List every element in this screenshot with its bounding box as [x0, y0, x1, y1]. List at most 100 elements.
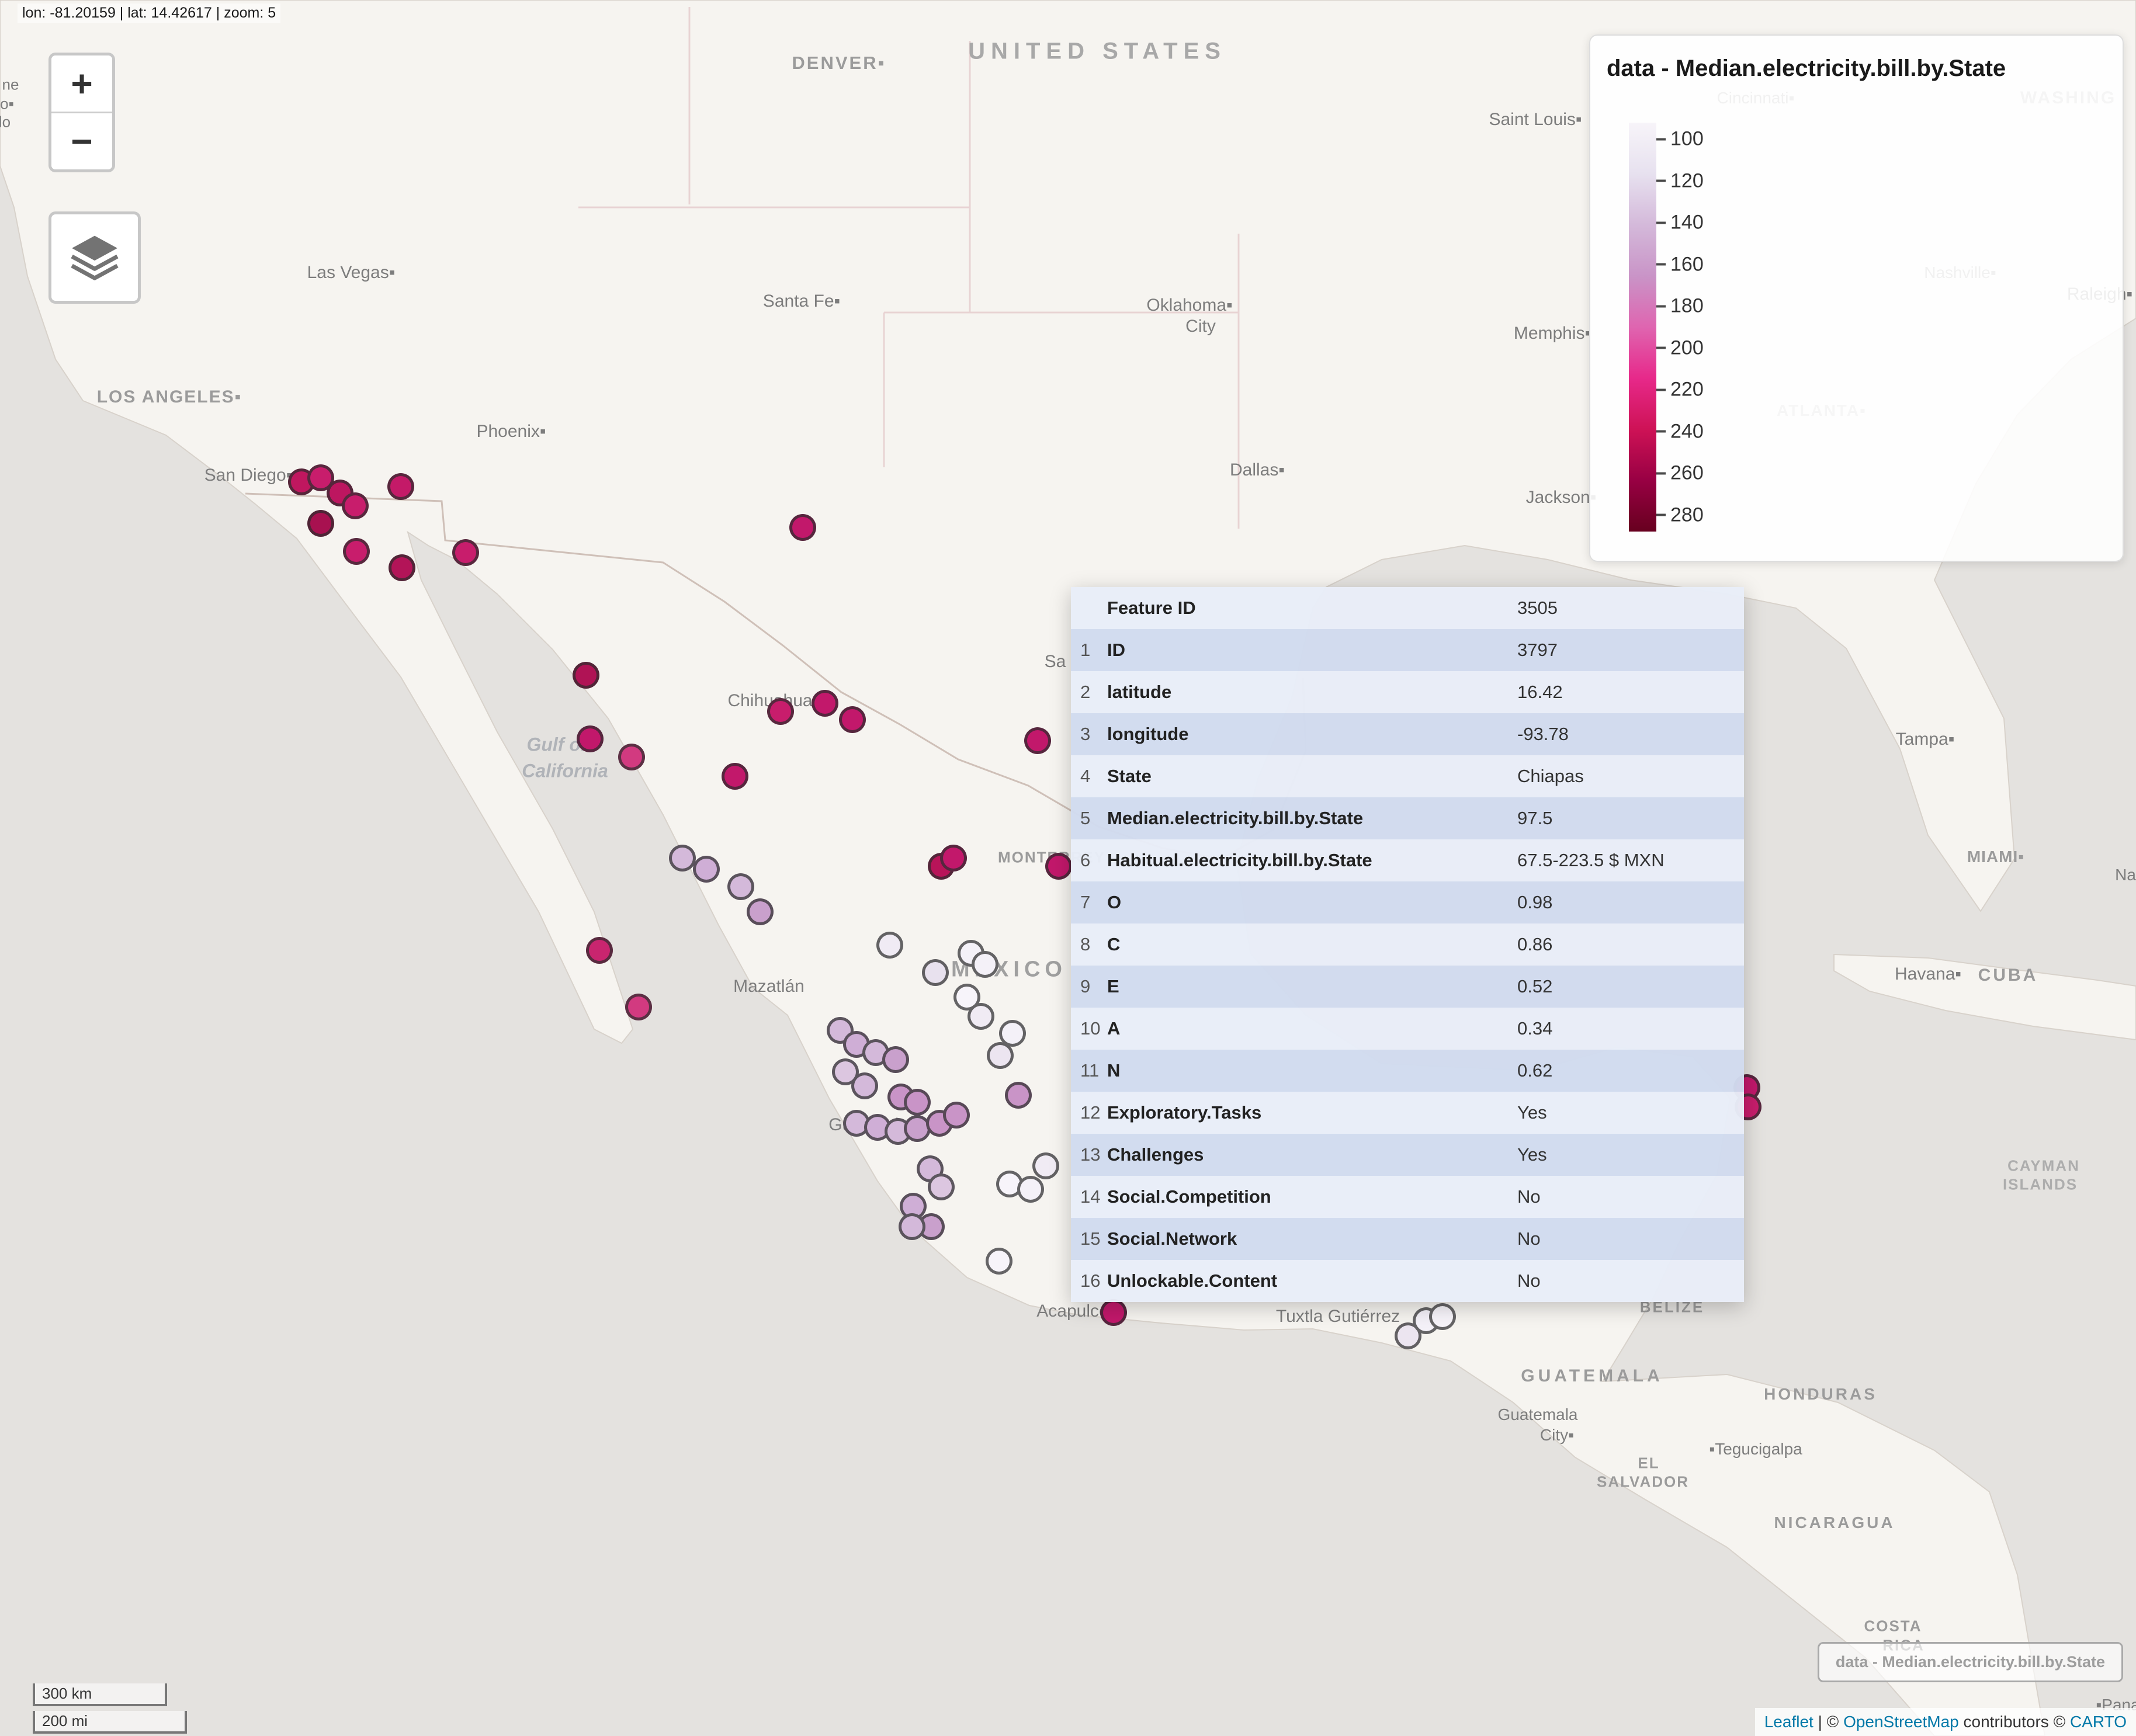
popup-row: 16 Unlockable.Content No — [1071, 1260, 1744, 1302]
popup-row-key: E — [1107, 976, 1119, 997]
legend-tick: 280 — [1656, 504, 1704, 526]
popup-row-number: 5 — [1080, 808, 1091, 828]
data-point-marker[interactable] — [727, 873, 754, 900]
popup-row-key: Habitual.electricity.bill.by.State — [1107, 850, 1372, 870]
legend-tick: 180 — [1656, 295, 1704, 318]
popup-row-value: 0.52 — [1517, 976, 1553, 997]
data-point-marker[interactable] — [747, 898, 774, 925]
popup-row-key: Social.Network — [1107, 1228, 1237, 1249]
data-point-marker[interactable] — [940, 845, 967, 872]
popup-row-key: Exploratory.Tasks — [1107, 1102, 1262, 1123]
data-point-marker[interactable] — [812, 690, 838, 717]
data-point-marker[interactable] — [999, 1020, 1026, 1047]
popup-row: 3 longitude -93.78 — [1071, 713, 1744, 755]
popup-row-value: 67.5-223.5 $ MXN — [1517, 850, 1665, 870]
data-point-marker[interactable] — [669, 845, 696, 872]
zoom-in-button[interactable]: + — [51, 55, 112, 112]
popup-row: 4 State Chiapas — [1071, 755, 1744, 797]
data-point-marker[interactable] — [586, 937, 613, 964]
popup-row-key: Unlockable.Content — [1107, 1270, 1278, 1291]
carto-link[interactable]: CARTO — [2070, 1713, 2127, 1731]
popup-row: 2 latitude 16.42 — [1071, 671, 1744, 713]
popup-row-number: 12 — [1080, 1102, 1101, 1123]
data-point-marker[interactable] — [882, 1046, 909, 1073]
data-point-marker[interactable] — [693, 856, 720, 883]
popup-row-key: Social.Competition — [1107, 1186, 1271, 1207]
legend-tick: 200 — [1656, 336, 1704, 359]
popup-row-value: 0.34 — [1517, 1018, 1553, 1039]
data-point-marker[interactable] — [1032, 1152, 1059, 1179]
data-point-marker[interactable] — [389, 554, 415, 581]
data-point-marker[interactable] — [452, 539, 479, 566]
data-point-marker[interactable] — [987, 1042, 1014, 1069]
data-point-marker[interactable] — [986, 1248, 1012, 1275]
scale-control: 300 km 200 mi — [33, 1683, 187, 1734]
popup-row-value: 0.62 — [1517, 1060, 1553, 1081]
popup-row-number: 1 — [1080, 640, 1091, 660]
popup-row-value: No — [1517, 1270, 1541, 1291]
popup-row-key: A — [1107, 1018, 1121, 1039]
data-point-marker[interactable] — [1100, 1299, 1127, 1326]
data-point-marker[interactable] — [573, 662, 599, 689]
popup-row-value: 16.42 — [1517, 682, 1563, 702]
data-point-marker[interactable] — [968, 1003, 994, 1030]
popup-row: 6 Habitual.electricity.bill.by.State 67.5-… — [1071, 839, 1744, 881]
data-point-marker[interactable] — [1045, 853, 1072, 880]
scale-mi: 200 mi — [33, 1711, 187, 1734]
data-point-marker[interactable] — [1005, 1082, 1032, 1109]
data-point-marker[interactable] — [577, 725, 604, 752]
popup-row: 14 Social.Competition No — [1071, 1176, 1744, 1218]
popup-row-value: 97.5 — [1517, 808, 1553, 828]
popup-row-value: Chiapas — [1517, 766, 1584, 786]
popup-row-key: C — [1107, 934, 1121, 954]
popup-row: 7 O 0.98 — [1071, 881, 1744, 923]
data-point-marker[interactable] — [387, 473, 414, 500]
data-point-marker[interactable] — [767, 698, 794, 725]
data-point-marker[interactable] — [618, 744, 645, 770]
data-point-marker[interactable] — [928, 1173, 955, 1200]
popup-row-key: Median.electricity.bill.by.State — [1107, 808, 1364, 828]
state-lines — [578, 7, 1240, 529]
legend-color-bar — [1629, 123, 1656, 532]
popup-row-value: 0.86 — [1517, 934, 1553, 954]
legend-panel: data - Median.electricity.bill.by.State … — [1589, 34, 2124, 562]
data-point-marker[interactable] — [922, 959, 949, 986]
data-point-marker[interactable] — [904, 1115, 931, 1142]
popup-row-key: Feature ID — [1107, 598, 1196, 618]
data-point-marker[interactable] — [899, 1213, 925, 1240]
popup-row-key: longitude — [1107, 724, 1189, 744]
scale-km: 300 km — [33, 1683, 167, 1706]
data-point-marker[interactable] — [722, 763, 748, 790]
data-point-marker[interactable] — [342, 492, 369, 519]
zoom-out-button[interactable]: − — [51, 112, 112, 169]
popup-row: Feature ID 3505 — [1071, 587, 1744, 629]
data-point-marker[interactable] — [943, 1102, 970, 1129]
popup-row-number: 14 — [1080, 1186, 1101, 1207]
data-point-marker[interactable] — [972, 951, 998, 978]
data-point-marker[interactable] — [1429, 1303, 1456, 1330]
data-point-marker[interactable] — [307, 510, 334, 537]
legend-tick: 160 — [1656, 253, 1704, 276]
cuba-island — [1833, 953, 2136, 1041]
data-point-marker[interactable] — [851, 1072, 878, 1099]
popup-row-number: 3 — [1080, 724, 1091, 744]
popup-row-key: N — [1107, 1060, 1121, 1081]
collapsed-legend-box: data - Median.electricity.bill.by.State — [1817, 1642, 2123, 1682]
data-point-marker[interactable] — [904, 1089, 931, 1116]
data-point-marker[interactable] — [1017, 1176, 1044, 1203]
popup-row-key: latitude — [1107, 682, 1172, 702]
data-point-marker[interactable] — [1024, 727, 1051, 754]
data-point-marker[interactable] — [343, 538, 370, 565]
data-point-marker[interactable] — [876, 932, 903, 959]
popup-row-number: 7 — [1080, 892, 1091, 912]
layers-control-button[interactable] — [48, 211, 141, 304]
osm-link[interactable]: OpenStreetMap — [1843, 1713, 1959, 1731]
popup-row-number: 9 — [1080, 976, 1091, 997]
legend-tick: 140 — [1656, 211, 1704, 234]
data-point-marker[interactable] — [839, 706, 866, 733]
data-point-marker[interactable] — [789, 514, 816, 541]
data-point-marker[interactable] — [625, 994, 652, 1020]
popup-row: 8 C 0.86 — [1071, 923, 1744, 966]
leaflet-link[interactable]: Leaflet — [1764, 1713, 1813, 1731]
